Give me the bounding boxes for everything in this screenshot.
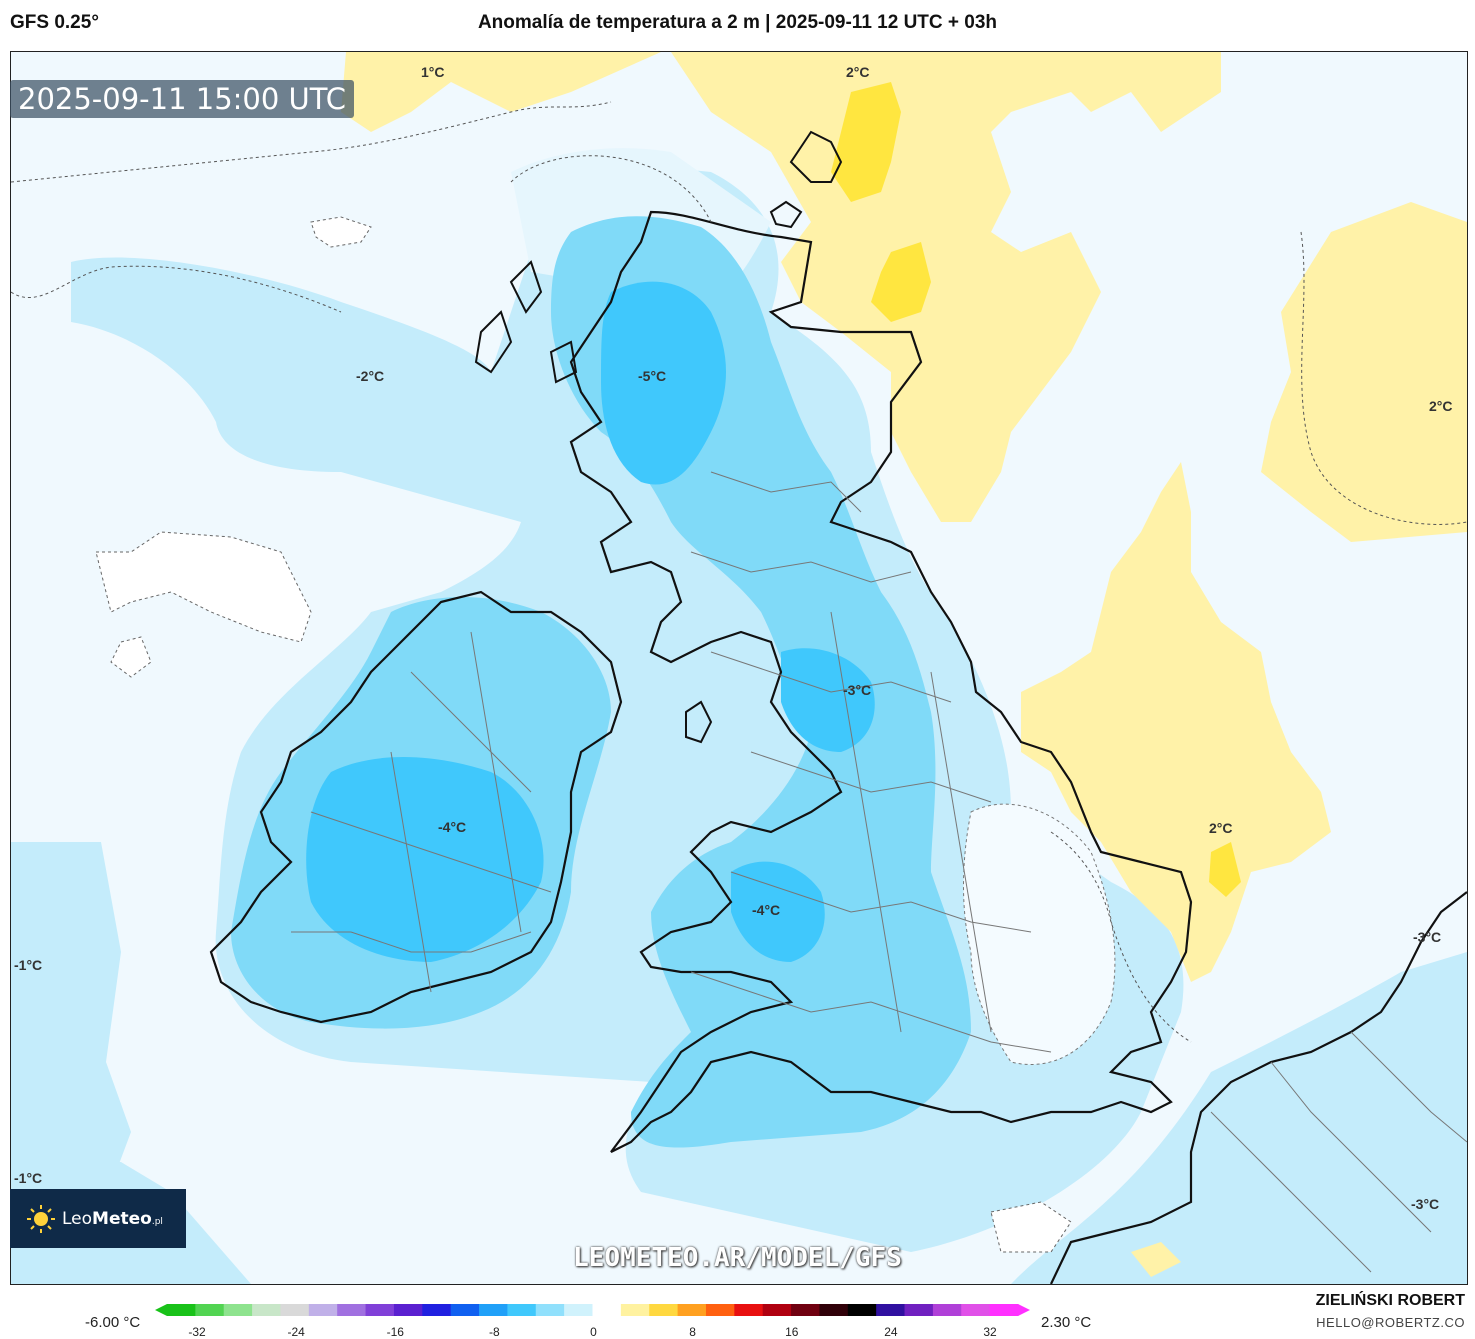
neutral-area-ocean-1 [95, 531, 312, 643]
neutral-area-ocean-2 [310, 216, 372, 248]
neutral-area-france [990, 1201, 1072, 1253]
contour-label: -5°C [638, 368, 667, 384]
colorbar-segment [479, 1304, 508, 1316]
legend-tick-label: -24 [287, 1325, 305, 1339]
legend-colorbar [155, 1304, 1030, 1316]
colorbar-segment [961, 1304, 991, 1316]
coastline-orkney [769, 200, 803, 229]
colorbar-segment [620, 1304, 650, 1316]
contour-label: -1°C [14, 1170, 43, 1186]
source-watermark[interactable]: LEOMETEO.AR/MODEL/GFS [573, 1243, 902, 1273]
colorbar-segment [535, 1304, 565, 1316]
colorbar-segment [564, 1304, 593, 1316]
coastline-hebrides [474, 260, 578, 384]
colorbar-min-arrow [155, 1304, 167, 1316]
colorbar-segment [195, 1304, 225, 1316]
colorbar-segment [904, 1304, 934, 1316]
colorbar-segment [252, 1304, 281, 1316]
colorbar-segment [393, 1304, 423, 1316]
colorbar-segment [422, 1304, 452, 1316]
positive-area-shetland [671, 52, 1221, 522]
neutral-area-east-england [963, 803, 1116, 1065]
contour-label: 2°C [1429, 398, 1453, 414]
colorbar-segment [337, 1304, 367, 1316]
colorbar-segment [876, 1304, 906, 1316]
model-name: GFS 0.25° [10, 12, 99, 33]
legend-max-label: 2.30 °C [1041, 1314, 1092, 1331]
legend-tick-label: -8 [489, 1325, 500, 1339]
contours [11, 101, 1467, 1043]
colorbar-segment [167, 1304, 196, 1316]
anomaly-area-england-core [781, 648, 875, 752]
valid-time-badge: 2025-09-11 15:00 UTC [10, 80, 355, 118]
coastline-ireland [209, 590, 623, 1024]
coastline-shetland [789, 130, 843, 183]
anomaly-area-continent [1011, 952, 1467, 1284]
contour-label: 1°C [421, 64, 445, 80]
anomaly-area-scotland-core [601, 281, 726, 485]
contour-label: 2°C [1209, 820, 1233, 836]
colorbar-segment [308, 1304, 338, 1316]
colorbar-segment [507, 1304, 537, 1316]
colorbar-segment [791, 1304, 820, 1316]
legend-tick-label: 24 [884, 1325, 898, 1339]
colorbar-segment [280, 1304, 310, 1316]
legend-tick-label: 32 [983, 1325, 997, 1339]
contour-label: -2°C [356, 368, 385, 384]
contour-label: -3°C [843, 682, 872, 698]
anomaly-area-west [11, 842, 131, 1232]
colorbar-segment [677, 1304, 707, 1316]
leometeo-logo: LeoMeteo.pl [10, 1189, 186, 1248]
colorbar-segment [365, 1304, 395, 1316]
contour-label: -3°C [1411, 1196, 1440, 1212]
colorbar-segment [762, 1304, 792, 1316]
legend-tick-label: -16 [386, 1325, 404, 1339]
colorbar-max-arrow [1018, 1304, 1030, 1316]
positive-core-shetland [831, 82, 901, 202]
contour-label: -4°C [752, 902, 781, 918]
neutral-area-ocean-3 [110, 636, 152, 678]
positive-core-northsea [871, 242, 931, 322]
legend-tick-label: -32 [188, 1325, 206, 1339]
logo-text: LeoMeteo.pl [62, 1208, 163, 1229]
colorbar-segment [223, 1304, 253, 1316]
colorbar-segment [847, 1304, 877, 1316]
anomaly-area-wales-core [731, 861, 825, 962]
colorbar-segment [989, 1304, 1019, 1316]
anomaly-area-ireland-core [306, 757, 544, 962]
colorbar-segment [932, 1304, 962, 1316]
positive-area-coast [1131, 1242, 1181, 1277]
positive-area-northsea [1021, 462, 1331, 982]
legend-tick-label: 16 [785, 1325, 799, 1339]
contour-label: -4°C [438, 819, 467, 835]
colorbar-segment [734, 1304, 764, 1316]
map-area: 1°C 2°C -2°C -5°C 2°C -3°C -4°C 2°C -4°C… [10, 51, 1468, 1285]
legend-min-label: -6.00 °C [85, 1314, 141, 1331]
coastline-continent [1050, 891, 1467, 1284]
coastline-scotland [569, 210, 1193, 1153]
legend-tick-label: 0 [590, 1325, 597, 1339]
positive-area-north [341, 52, 661, 132]
positive-core-east [1209, 842, 1241, 897]
author-email[interactable]: HELLO@ROBERTZ.CO [1316, 1315, 1465, 1330]
contour-label: 2°C [846, 64, 870, 80]
admin-borders [291, 471, 1467, 1273]
positive-area-norway [1261, 202, 1467, 542]
colorbar-segment [649, 1304, 679, 1316]
contour-label: -1°C [14, 957, 43, 973]
author-name: ZIELIŃSKI ROBERT [1315, 1292, 1465, 1309]
contour-label: -3°C [1413, 929, 1442, 945]
map-title: Anomalía de temperatura a 2 m | 2025-09-… [477, 12, 998, 33]
coastline-isle-of-man [685, 700, 713, 744]
colorbar-segment [450, 1304, 480, 1316]
legend-tick-label: 8 [689, 1325, 696, 1339]
sun-icon [27, 1204, 55, 1233]
colorbar-segment [819, 1304, 849, 1316]
anomaly-field [11, 52, 1467, 1284]
colorbar-segment [705, 1304, 735, 1316]
colorbar-segment [592, 1304, 622, 1316]
